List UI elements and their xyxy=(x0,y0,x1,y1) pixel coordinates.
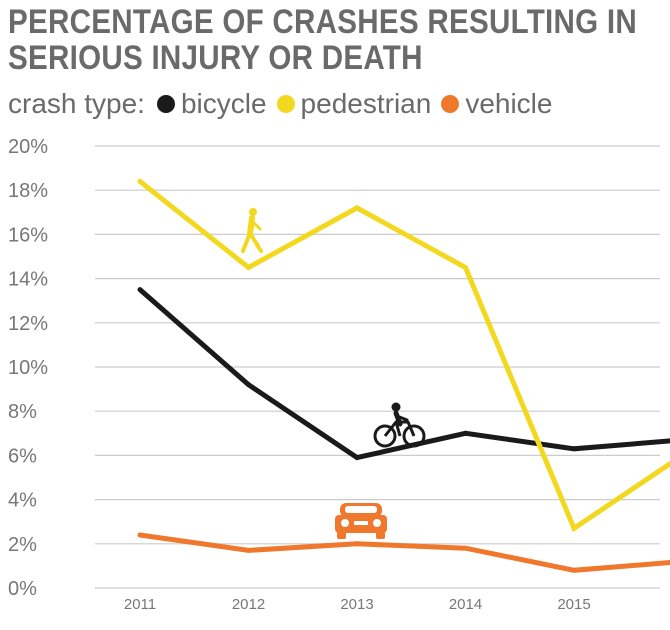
x-tick-label: 2015 xyxy=(557,596,590,613)
pedestrian-icon-leg xyxy=(241,231,252,253)
legend-label-pedestrian: pedestrian xyxy=(300,88,432,119)
chart-title-line-1: PERCENTAGE OF CRASHES RESULTING IN xyxy=(8,3,638,41)
car-icon-wheel xyxy=(337,532,346,539)
legend-item-bicycle: bicycle xyxy=(156,88,267,120)
legend-dot-vehicle xyxy=(441,95,460,113)
bicycle-icon-rider xyxy=(395,414,409,422)
car-icon-headlight xyxy=(373,519,381,527)
vehicle-series-line xyxy=(139,532,670,573)
pedestrian-data-point xyxy=(137,178,143,184)
y-tick-label: 18% xyxy=(8,180,48,202)
x-tick-label: 2013 xyxy=(340,596,373,613)
y-tick-label: 4% xyxy=(8,490,37,512)
x-tick-label: 2011 xyxy=(124,596,156,613)
legend-item-vehicle: vehicle xyxy=(441,88,552,120)
y-tick-label: 8% xyxy=(8,401,37,423)
vehicle-data-point xyxy=(246,547,251,553)
bicycle-icon-wheel xyxy=(373,424,397,448)
bicycle-icon xyxy=(373,402,426,448)
legend: crash type: bicycle pedestrian vehicle xyxy=(8,87,562,121)
car-icon xyxy=(335,503,387,539)
vehicle-data-point xyxy=(463,545,468,551)
car-icon-headlight xyxy=(341,519,349,527)
legend-title: crash type: xyxy=(8,88,145,119)
car-icon-windshield xyxy=(345,506,377,513)
bicycle-icon-wheel xyxy=(402,424,426,448)
chart-title-line-2: SERIOUS INJURY OR DEATH xyxy=(8,39,423,77)
y-tick-label: 16% xyxy=(8,224,48,246)
bicycle-data-point xyxy=(354,455,360,461)
vehicle-data-point xyxy=(137,532,143,538)
legend-item-pedestrian: pedestrian xyxy=(276,88,432,120)
pedestrian-icon xyxy=(241,208,263,253)
x-tick-label: 2014 xyxy=(449,596,482,613)
bicycle-data-point xyxy=(463,430,468,436)
legend-label-vehicle: vehicle xyxy=(465,88,553,119)
pedestrian-data-point xyxy=(246,265,251,271)
pedestrian-icon-head xyxy=(249,208,257,216)
pedestrian-icon-leg xyxy=(248,231,263,253)
bicycle-icon-frame xyxy=(383,420,416,437)
legend-dot-bicycle xyxy=(156,95,175,113)
bicycle-data-point xyxy=(246,382,251,388)
bicycle-data-point xyxy=(571,446,577,452)
car-icon-wheel xyxy=(376,532,385,539)
legend-dot-pedestrian xyxy=(276,95,295,113)
y-tick-label: 2% xyxy=(8,534,37,556)
y-tick-label: 6% xyxy=(8,445,37,467)
car-icon-grille xyxy=(354,521,368,525)
x-tick-label: 2012 xyxy=(232,596,265,613)
pedestrian-data-point xyxy=(354,205,360,211)
y-tick-label: 12% xyxy=(8,313,48,335)
pedestrian-data-point xyxy=(463,265,468,271)
bicycle-data-point xyxy=(137,287,143,293)
bicycle-icon-frame xyxy=(394,421,402,437)
pedestrian-icon-arm xyxy=(250,219,262,231)
y-tick-label: 10% xyxy=(8,357,48,379)
y-tick-label: 0% xyxy=(8,578,37,600)
legend-label-bicycle: bicycle xyxy=(180,88,267,119)
chart-title: PERCENTAGE OF CRASHES RESULTING IN SERIO… xyxy=(8,3,638,77)
y-tick-label: 14% xyxy=(8,269,48,291)
pedestrian-data-point xyxy=(571,525,577,531)
pedestrian-series-line xyxy=(138,179,670,533)
bicycle-icon-head xyxy=(391,402,401,412)
y-tick-label: 20% xyxy=(8,136,48,158)
vehicle-data-point xyxy=(571,567,577,573)
vehicle-data-point xyxy=(354,541,360,547)
